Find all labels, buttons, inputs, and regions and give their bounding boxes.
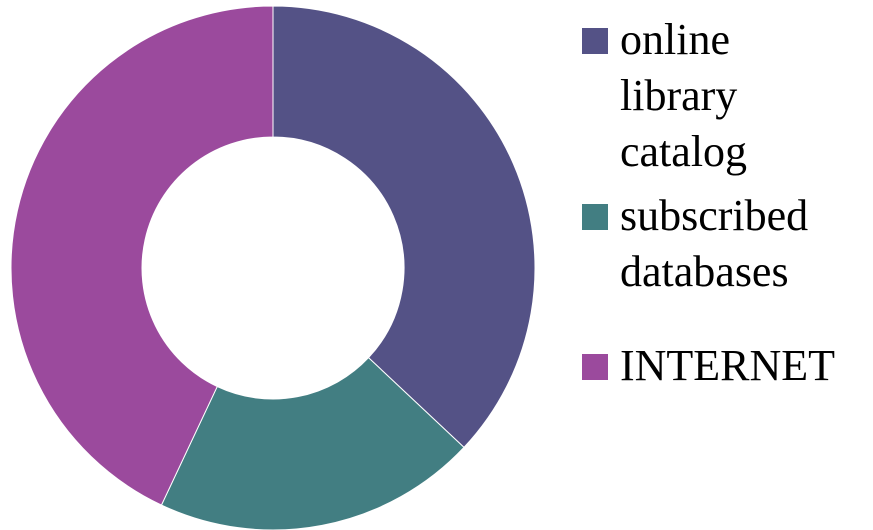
slice-internet <box>10 5 274 506</box>
legend-swatch-subscribed-databases <box>582 204 608 230</box>
legend-item-online-library-catalog: online library catalog <box>582 12 872 180</box>
legend-label-line: subscribed <box>620 191 809 240</box>
legend-item-internet: INTERNET <box>582 338 872 394</box>
legend-swatch-internet <box>582 354 608 380</box>
legend-label-line: databases <box>620 247 789 296</box>
legend: online library catalog subscribed databa… <box>582 12 872 394</box>
legend-item-subscribed-databases: subscribed databases <box>582 188 872 300</box>
legend-label-line: library <box>620 71 738 120</box>
legend-swatch-online-library-catalog <box>582 28 608 54</box>
legend-label-line: INTERNET <box>620 341 836 390</box>
slice-online-library-catalog <box>272 5 536 449</box>
legend-label-line: catalog <box>620 127 748 176</box>
donut-chart <box>10 5 536 530</box>
legend-label-line: online <box>620 15 730 64</box>
slice-subscribed-databases <box>160 356 465 530</box>
